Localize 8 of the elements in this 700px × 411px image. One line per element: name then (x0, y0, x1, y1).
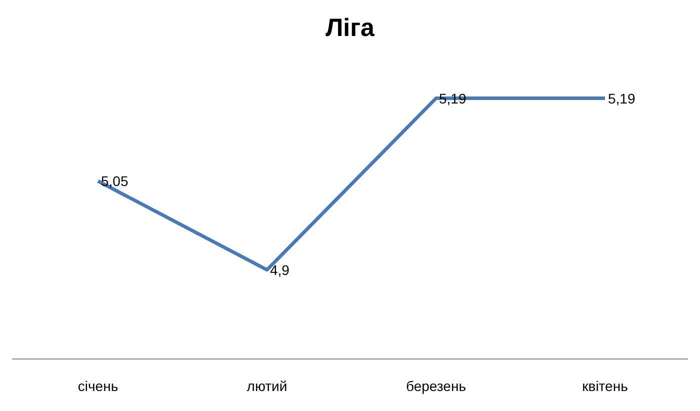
chart-title: Ліга (324, 13, 376, 44)
data-label: 4,9 (270, 262, 290, 278)
x-tick-label: лютий (246, 378, 288, 394)
x-tick-label: січень (78, 378, 118, 394)
data-label: 5,05 (101, 173, 128, 190)
data-label: 5,19 (608, 90, 636, 106)
x-tick-label: березень (406, 378, 466, 394)
x-tick-label: квітень (582, 378, 628, 394)
